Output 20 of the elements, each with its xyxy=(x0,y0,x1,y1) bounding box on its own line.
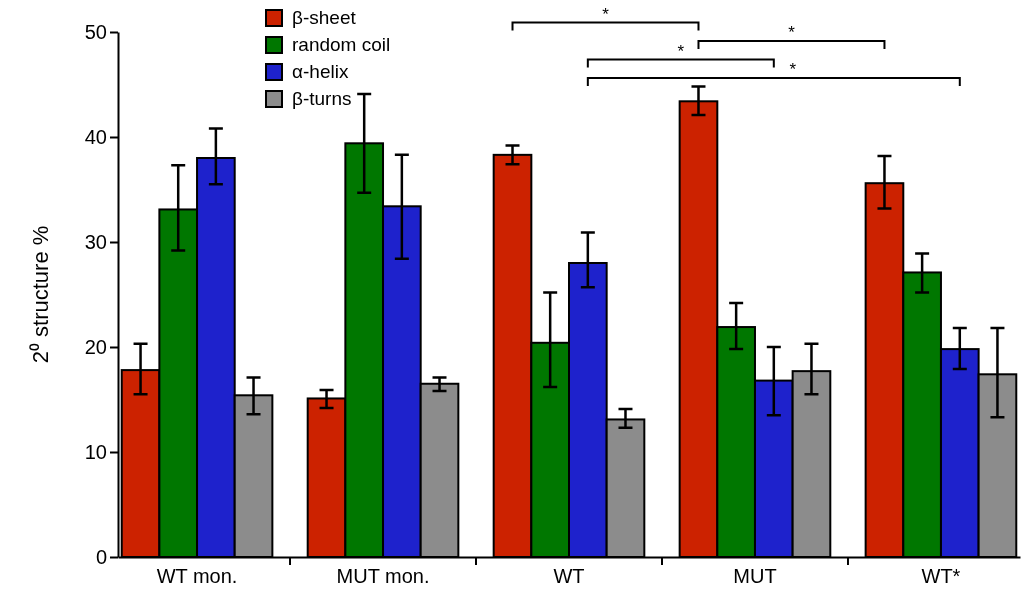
legend-label: β-turns xyxy=(292,88,352,109)
x-tick-label: WT mon. xyxy=(156,565,238,588)
legend-label: α-helix xyxy=(292,61,349,82)
annotation: * xyxy=(677,41,685,61)
x-tick-label: MUT xyxy=(733,565,777,588)
annotation: * xyxy=(788,23,796,42)
y-tick-label: 30 xyxy=(84,230,107,253)
y-tick-label: 0 xyxy=(95,545,107,568)
y-tick-label: 40 xyxy=(84,125,107,148)
x-tick-label: WT* xyxy=(921,565,961,588)
annotation: * xyxy=(789,60,797,79)
y-tick-label: 50 xyxy=(84,20,107,43)
y-tick-label: 10 xyxy=(84,440,107,463)
legend-label: random coil xyxy=(292,34,391,55)
x-tick-label: MUT mon. xyxy=(336,565,430,588)
text: * xyxy=(602,4,610,24)
x-tick-label: WT xyxy=(553,565,585,588)
y-tick-label: 20 xyxy=(84,335,107,358)
legend-label: β-sheet xyxy=(292,7,357,28)
y-axis-title: 2⁰ structure % xyxy=(28,225,53,364)
